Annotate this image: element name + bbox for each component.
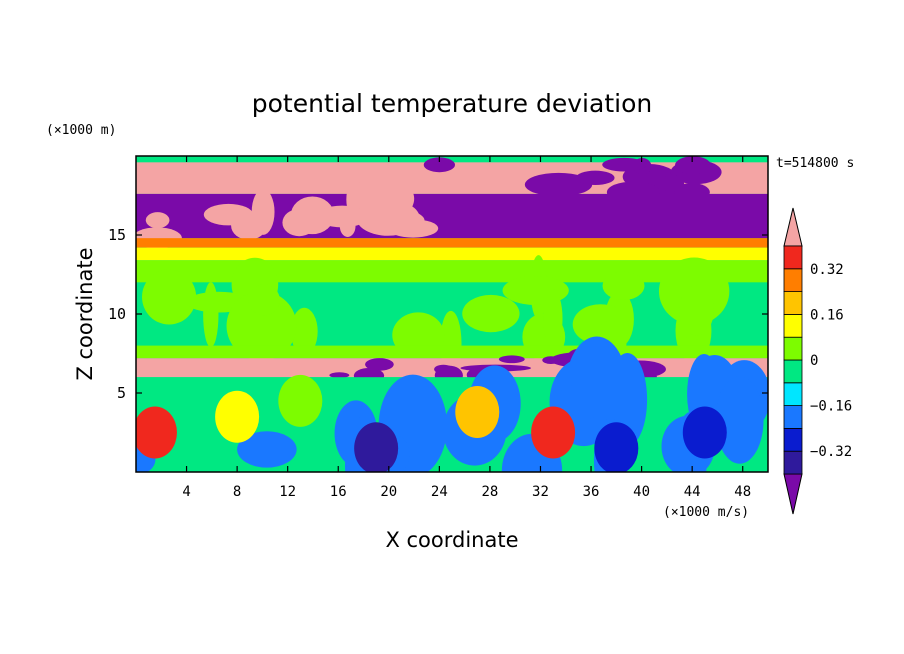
y-tick-label: 5 bbox=[117, 384, 126, 402]
contour-field bbox=[136, 156, 768, 472]
field-patch bbox=[542, 356, 560, 365]
field-band-3 bbox=[136, 247, 768, 261]
x-tick-label: 4 bbox=[182, 484, 190, 500]
field-patch bbox=[387, 219, 439, 238]
field-patch bbox=[498, 355, 525, 364]
field-patch bbox=[524, 172, 593, 197]
plot-area bbox=[136, 156, 768, 472]
colorbar-box bbox=[783, 359, 803, 384]
colorbar-box bbox=[783, 291, 803, 315]
x-tick-label: 28 bbox=[481, 484, 498, 500]
field-patch bbox=[226, 291, 297, 361]
field-patch bbox=[462, 294, 520, 333]
y-unit-label: (×1000 m) bbox=[46, 123, 116, 138]
x-tick-label: 16 bbox=[330, 484, 347, 500]
field-patch bbox=[365, 358, 394, 371]
field-patch bbox=[329, 372, 350, 379]
x-tick-label: 48 bbox=[734, 484, 751, 500]
field-anomaly bbox=[278, 374, 323, 427]
field-band-6 bbox=[136, 345, 768, 359]
colorbar-box bbox=[783, 336, 803, 361]
field-anomaly bbox=[455, 385, 500, 438]
field-patch bbox=[248, 284, 280, 316]
colorbar-tick-label: 0.32 bbox=[810, 262, 844, 278]
colorbar-box bbox=[783, 427, 803, 452]
y-axis-label: Z coordinate bbox=[73, 247, 97, 380]
field-patch bbox=[282, 209, 316, 237]
field-patch bbox=[142, 269, 197, 325]
colorbar-box bbox=[783, 313, 803, 338]
field-anomaly bbox=[215, 390, 260, 443]
field-patch bbox=[290, 307, 318, 356]
field-patch bbox=[203, 203, 254, 226]
field-anomaly bbox=[594, 422, 639, 472]
time-label: t=514800 s bbox=[776, 156, 854, 171]
colorbar-box bbox=[783, 382, 803, 406]
colorbar-box bbox=[783, 268, 803, 292]
x-axis-label: X coordinate bbox=[385, 528, 518, 552]
colorbar-tick-label: 0 bbox=[810, 353, 818, 369]
x-tick-label: 12 bbox=[279, 484, 296, 500]
field-patch bbox=[555, 384, 605, 421]
x-tick-label: 32 bbox=[532, 484, 549, 500]
x-tick-label: 44 bbox=[684, 484, 701, 500]
field-patch bbox=[675, 156, 711, 175]
field-patch bbox=[679, 285, 714, 336]
x-unit-label: (×1000 m/s) bbox=[663, 505, 749, 520]
colorbar-tick-label: −0.16 bbox=[810, 399, 852, 415]
field-patch bbox=[145, 212, 170, 229]
colorbar-tick-label: −0.32 bbox=[810, 444, 852, 460]
field-patch bbox=[715, 376, 764, 464]
x-axis: 4 8 12 16 20 24 28 32 36 40 44 48 bbox=[182, 156, 751, 500]
y-axis: 5 10 15 bbox=[108, 226, 768, 402]
colorbar-box bbox=[783, 245, 803, 270]
x-tick-label: 8 bbox=[233, 484, 241, 500]
y-tick-label: 15 bbox=[108, 226, 126, 244]
field-patch bbox=[602, 157, 647, 172]
field-patch bbox=[237, 431, 297, 468]
chart-title: potential temperature deviation bbox=[252, 89, 652, 118]
x-tick-label: 20 bbox=[380, 484, 397, 500]
field-patch bbox=[315, 205, 369, 228]
field-patch bbox=[349, 176, 415, 222]
x-tick-label: 40 bbox=[633, 484, 650, 500]
colorbar-tick-label: 0.16 bbox=[810, 307, 844, 323]
colorbar-box bbox=[783, 450, 803, 475]
x-tick-label: 36 bbox=[583, 484, 600, 500]
field-patch bbox=[423, 157, 456, 173]
x-tick-label: 24 bbox=[431, 484, 448, 500]
colorbar-top-triangle bbox=[783, 207, 803, 247]
field-patch bbox=[251, 188, 275, 235]
colorbar-box bbox=[783, 405, 803, 429]
field-band-2 bbox=[136, 238, 768, 248]
colorbar-bottom-triangle bbox=[783, 473, 803, 515]
field-anomaly bbox=[136, 406, 177, 459]
field-anomaly bbox=[682, 406, 727, 459]
y-tick-label: 10 bbox=[108, 305, 126, 323]
colorbar: 0.32 0.16 0 −0.16 −0.32 bbox=[783, 207, 852, 515]
field-patch bbox=[543, 289, 563, 348]
field-patch bbox=[575, 170, 615, 186]
field-anomaly bbox=[531, 406, 576, 459]
field-patch bbox=[602, 271, 645, 301]
field-anomaly bbox=[354, 422, 399, 472]
